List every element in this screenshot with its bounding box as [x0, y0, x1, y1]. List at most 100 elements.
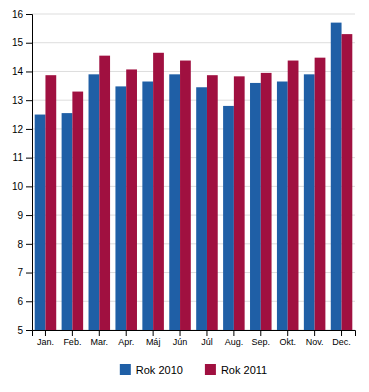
- tick-label: Feb.: [63, 337, 81, 347]
- legend-item: Rok 2010: [120, 364, 183, 376]
- tick-label: Nov.: [306, 337, 324, 347]
- x-axis: Jan. Feb. Mar. Apr. Máj Jún Júl Aug. Sep. Okt. Nov…: [33, 330, 356, 347]
- bar: [207, 75, 218, 330]
- y-tick: 5: [17, 325, 32, 336]
- tick-label: Mar.: [91, 337, 109, 347]
- tick-label: Sep.: [252, 337, 271, 347]
- tick-label: Máj: [146, 337, 161, 347]
- tick-label: 11: [13, 152, 24, 163]
- y-tick: 16: [12, 9, 32, 20]
- tick-label: 16: [12, 9, 24, 20]
- tick-mark: [180, 330, 181, 336]
- bar: [142, 82, 153, 330]
- tick-mark: [26, 186, 32, 187]
- y-tick: 15: [12, 37, 32, 48]
- y-tick: 8: [17, 239, 32, 250]
- axis-line: [26, 15, 33, 331]
- tick-label: Apr.: [118, 337, 134, 347]
- tick-mark: [314, 330, 315, 336]
- tick-label: 10: [12, 181, 24, 192]
- bar: [89, 74, 100, 330]
- bar: [62, 113, 73, 330]
- grid-line: [32, 14, 355, 15]
- bar-series: [35, 23, 342, 330]
- tick-label: 5: [17, 325, 23, 336]
- y-tick: 9: [17, 210, 32, 221]
- bar: [261, 73, 272, 330]
- bar: [35, 115, 46, 330]
- grid-line: [32, 71, 355, 72]
- tick-mark: [26, 129, 32, 130]
- bar: [115, 86, 126, 330]
- y-tick: 14: [12, 66, 32, 77]
- tick-label: 14: [12, 66, 24, 77]
- y-tick: 6: [17, 296, 32, 307]
- y-tick: 13: [12, 95, 32, 106]
- chart: 5 6 7 8 9 10 11 12 13 14 15 16 Jan. Feb. Mar. Apr. Máj Jú…: [0, 0, 369, 392]
- tick-mark: [26, 330, 32, 331]
- bar: [288, 61, 299, 330]
- x-tick: Dec.: [332, 330, 351, 347]
- bar: [99, 56, 110, 330]
- y-tick: 7: [17, 267, 32, 278]
- tick-label: 7: [17, 267, 23, 278]
- tick-mark: [287, 330, 288, 336]
- y-tick: 12: [12, 124, 32, 135]
- legend-item: Rok 2011: [205, 364, 267, 376]
- legend: Rok 2010 Rok 2011: [120, 364, 267, 376]
- tick-label: 13: [12, 95, 24, 106]
- tick-mark: [26, 158, 32, 159]
- x-tick: Apr.: [118, 330, 134, 347]
- bar: [153, 53, 164, 330]
- tick-label: 8: [17, 239, 23, 250]
- bar: [169, 74, 180, 330]
- bar: [342, 34, 353, 330]
- bars: [35, 23, 353, 330]
- tick-label: Jan.: [37, 337, 54, 347]
- tick-mark: [45, 330, 46, 336]
- tick-mark: [26, 43, 32, 44]
- tick-label: 15: [12, 37, 24, 48]
- tick-mark: [341, 330, 342, 336]
- tick-label: Dec.: [332, 337, 351, 347]
- bar: [180, 61, 191, 330]
- tick-mark: [26, 14, 32, 15]
- tick-mark: [26, 100, 32, 101]
- legend-swatch: [205, 364, 216, 375]
- tick-mark: [26, 215, 32, 216]
- x-tick: Jan.: [37, 330, 54, 347]
- bar: [196, 87, 207, 330]
- bar: [250, 83, 261, 330]
- bar: [277, 82, 288, 330]
- tick-label: Jún: [173, 337, 188, 347]
- bar: [45, 75, 56, 330]
- tick-label: 6: [17, 296, 23, 307]
- tick-label: 9: [17, 210, 23, 221]
- tick-mark: [260, 330, 261, 336]
- tick-mark: [26, 244, 32, 245]
- axis-line: [33, 331, 356, 337]
- bar: [126, 69, 137, 330]
- tick-mark: [26, 71, 32, 72]
- y-axis: 5 6 7 8 9 10 11 12 13 14 15 16: [12, 9, 33, 336]
- legend-swatch: [120, 364, 131, 375]
- x-tick: Máj: [146, 330, 161, 347]
- x-tick: Feb.: [63, 330, 81, 347]
- x-tick: Nov.: [306, 330, 324, 347]
- tick-mark: [72, 330, 73, 336]
- bar-series: [45, 34, 352, 330]
- tick-mark: [206, 330, 207, 336]
- x-tick: Mar.: [91, 330, 109, 347]
- bar: [315, 58, 326, 330]
- tick-mark: [26, 301, 32, 302]
- tick-label: Aug.: [225, 337, 244, 347]
- bar: [72, 92, 83, 330]
- x-tick: Okt.: [279, 330, 296, 347]
- tick-mark: [153, 330, 154, 336]
- y-tick: 10: [12, 181, 32, 192]
- tick-label: Júl: [201, 337, 213, 347]
- tick-mark: [126, 330, 127, 336]
- bar: [331, 23, 342, 330]
- x-tick: Júl: [201, 330, 213, 347]
- y-tick: 11: [13, 152, 32, 163]
